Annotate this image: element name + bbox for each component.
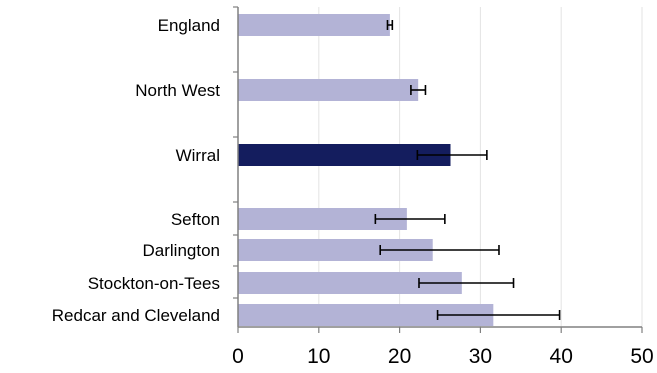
bar-wirral (238, 144, 451, 166)
bar-darlington (238, 239, 433, 261)
error-bar (410, 85, 427, 95)
category-label: Wirral (176, 146, 220, 165)
x-tick-label: 0 (232, 345, 244, 368)
error-bar (436, 310, 561, 320)
error-bar (416, 150, 488, 160)
error-bar (386, 20, 394, 30)
category-label: Stockton-on-Tees (88, 274, 220, 293)
category-label: Redcar and Cleveland (52, 306, 220, 325)
axes (233, 6, 643, 333)
error-bars (374, 20, 561, 320)
category-label: Sefton (171, 210, 220, 229)
category-label: North West (135, 81, 220, 100)
error-bar (379, 245, 500, 255)
category-label: England (158, 16, 220, 35)
x-tick-label: 50 (630, 345, 653, 368)
bar-sefton (238, 208, 407, 230)
error-bar (418, 278, 515, 288)
category-labels: England North West Wirral Sefton Darlington S… (52, 16, 220, 325)
x-tick-label: 10 (307, 345, 330, 368)
x-tick-label: 30 (469, 345, 492, 368)
x-tick-labels: 0 10 20 30 40 50 (232, 345, 654, 368)
bar-stockton-on-tees (238, 272, 462, 294)
category-label: Darlington (143, 241, 221, 260)
bar-england (238, 14, 390, 36)
bars (238, 14, 494, 326)
error-bar (374, 214, 446, 224)
bar-north-west (238, 79, 419, 101)
x-tick-label: 40 (550, 345, 573, 368)
x-tick-label: 20 (388, 345, 411, 368)
bar-redcar-and-cleveland (238, 304, 494, 326)
